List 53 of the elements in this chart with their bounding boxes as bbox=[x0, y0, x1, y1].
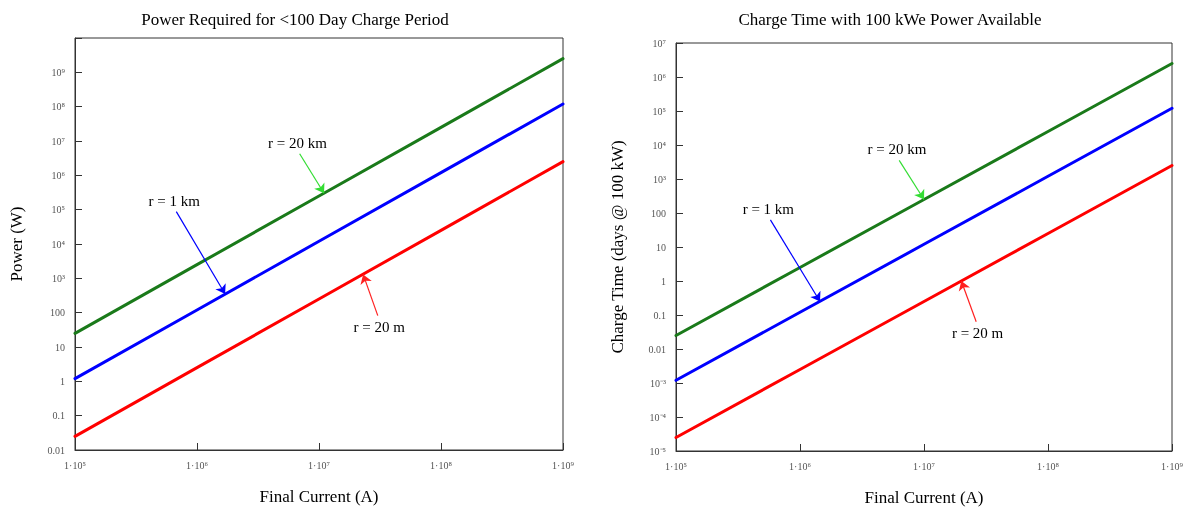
line-series bbox=[73, 102, 565, 381]
x-axis-title: Final Current (A) bbox=[259, 487, 379, 506]
annotation: r = 20 m bbox=[353, 318, 406, 335]
y-tick-label: 10³ bbox=[52, 272, 65, 284]
x-tick-label: 1·10⁵ bbox=[64, 459, 86, 471]
line-series bbox=[674, 61, 1174, 337]
y-tick-label: 1 bbox=[60, 375, 65, 387]
y-tick-label: 10⁷ bbox=[51, 135, 66, 147]
y-axis-title: Charge Time (days @ 100 kW) bbox=[608, 140, 627, 354]
y-tick-label: 10⁻⁵ bbox=[649, 445, 666, 457]
annotation: r = 1 km bbox=[148, 192, 201, 209]
x-tick-label: 1·10⁹ bbox=[552, 459, 575, 471]
x-tick-label: 1·10⁶ bbox=[186, 459, 209, 471]
y-tick-label: 10⁶ bbox=[51, 169, 66, 181]
y-tick-label: 100 bbox=[651, 207, 666, 219]
y-tick-label: 10⁴ bbox=[51, 238, 66, 250]
y-tick-label: 10⁻⁴ bbox=[649, 411, 667, 423]
y-tick-label: 10⁸ bbox=[51, 101, 66, 113]
x-axis-title: Final Current (A) bbox=[864, 488, 984, 507]
line-series bbox=[674, 106, 1174, 382]
annotation: r = 1 km bbox=[742, 200, 795, 217]
x-tick-label: 1·10⁸ bbox=[1037, 460, 1060, 472]
y-tick-label: 10 bbox=[656, 241, 666, 253]
x-tick-label: 1·10⁸ bbox=[430, 459, 453, 471]
y-tick-label: 0.01 bbox=[648, 343, 666, 355]
y-tick-label: 10³ bbox=[653, 173, 666, 185]
y-tick-label: 100 bbox=[50, 307, 65, 319]
y-tick-label: 1 bbox=[661, 275, 666, 287]
y-tick-label: 0.01 bbox=[47, 444, 65, 456]
y-tick-label: 10⁷ bbox=[652, 37, 667, 49]
y-tick-label: 10⁹ bbox=[51, 66, 66, 78]
x-tick-label: 1·10⁷ bbox=[308, 459, 331, 471]
chart-title: Power Required for <100 Day Charge Period bbox=[141, 10, 450, 29]
annotation: r = 20 m bbox=[951, 325, 1004, 342]
line-series bbox=[674, 163, 1174, 439]
y-tick-label: 0.1 bbox=[653, 309, 666, 321]
y-tick-label: 0.1 bbox=[52, 410, 65, 422]
x-tick-label: 1·10⁶ bbox=[789, 460, 812, 472]
annotation: r = 20 km bbox=[268, 134, 328, 151]
y-axis-title: Power (W) bbox=[7, 206, 26, 282]
x-tick-label: 1·10⁹ bbox=[1161, 460, 1184, 472]
line-series bbox=[73, 160, 565, 438]
x-tick-label: 1·10⁷ bbox=[913, 460, 936, 472]
y-tick-label: 10⁵ bbox=[652, 105, 666, 117]
y-tick-label: 10⁴ bbox=[652, 139, 667, 151]
annotation: r = 20 km bbox=[867, 141, 927, 158]
y-tick-label: 10⁵ bbox=[51, 204, 65, 216]
y-tick-label: 10⁶ bbox=[652, 71, 667, 83]
y-tick-label: 10 bbox=[55, 341, 65, 353]
line-series bbox=[73, 57, 565, 335]
x-tick-label: 1·10⁵ bbox=[665, 460, 687, 472]
y-tick-label: 10⁻³ bbox=[650, 377, 666, 389]
chart-title: Charge Time with 100 kWe Power Available bbox=[738, 10, 1042, 29]
